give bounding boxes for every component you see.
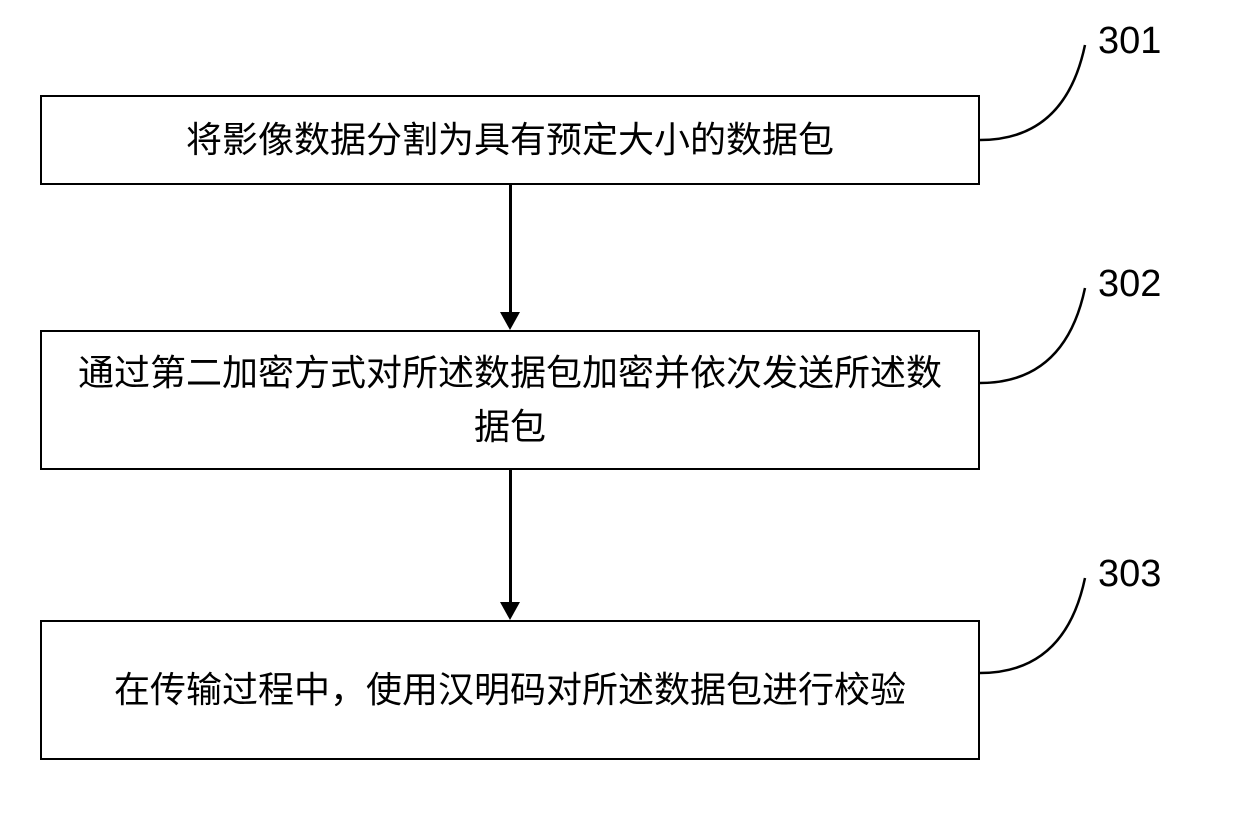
- arrow-1-2: [509, 185, 512, 312]
- step-1-text: 将影像数据分割为具有预定大小的数据包: [186, 113, 834, 167]
- connector-1: [980, 25, 1100, 145]
- connector-3: [980, 558, 1100, 678]
- flowchart-step-2: 通过第二加密方式对所述数据包加密并依次发送所述数据包: [40, 330, 980, 470]
- flowchart-step-1: 将影像数据分割为具有预定大小的数据包: [40, 95, 980, 185]
- step-3-text: 在传输过程中，使用汉明码对所述数据包进行校验: [114, 663, 906, 717]
- arrow-2-3: [509, 470, 512, 602]
- flowchart-step-3: 在传输过程中，使用汉明码对所述数据包进行校验: [40, 620, 980, 760]
- step-2-text: 通过第二加密方式对所述数据包加密并依次发送所述数据包: [62, 346, 958, 454]
- step-3-label: 303: [1098, 553, 1161, 596]
- arrow-head-2-3: [500, 602, 520, 620]
- step-1-label: 301: [1098, 20, 1161, 63]
- arrow-head-1-2: [500, 312, 520, 330]
- step-2-label: 302: [1098, 263, 1161, 306]
- connector-2: [980, 268, 1100, 388]
